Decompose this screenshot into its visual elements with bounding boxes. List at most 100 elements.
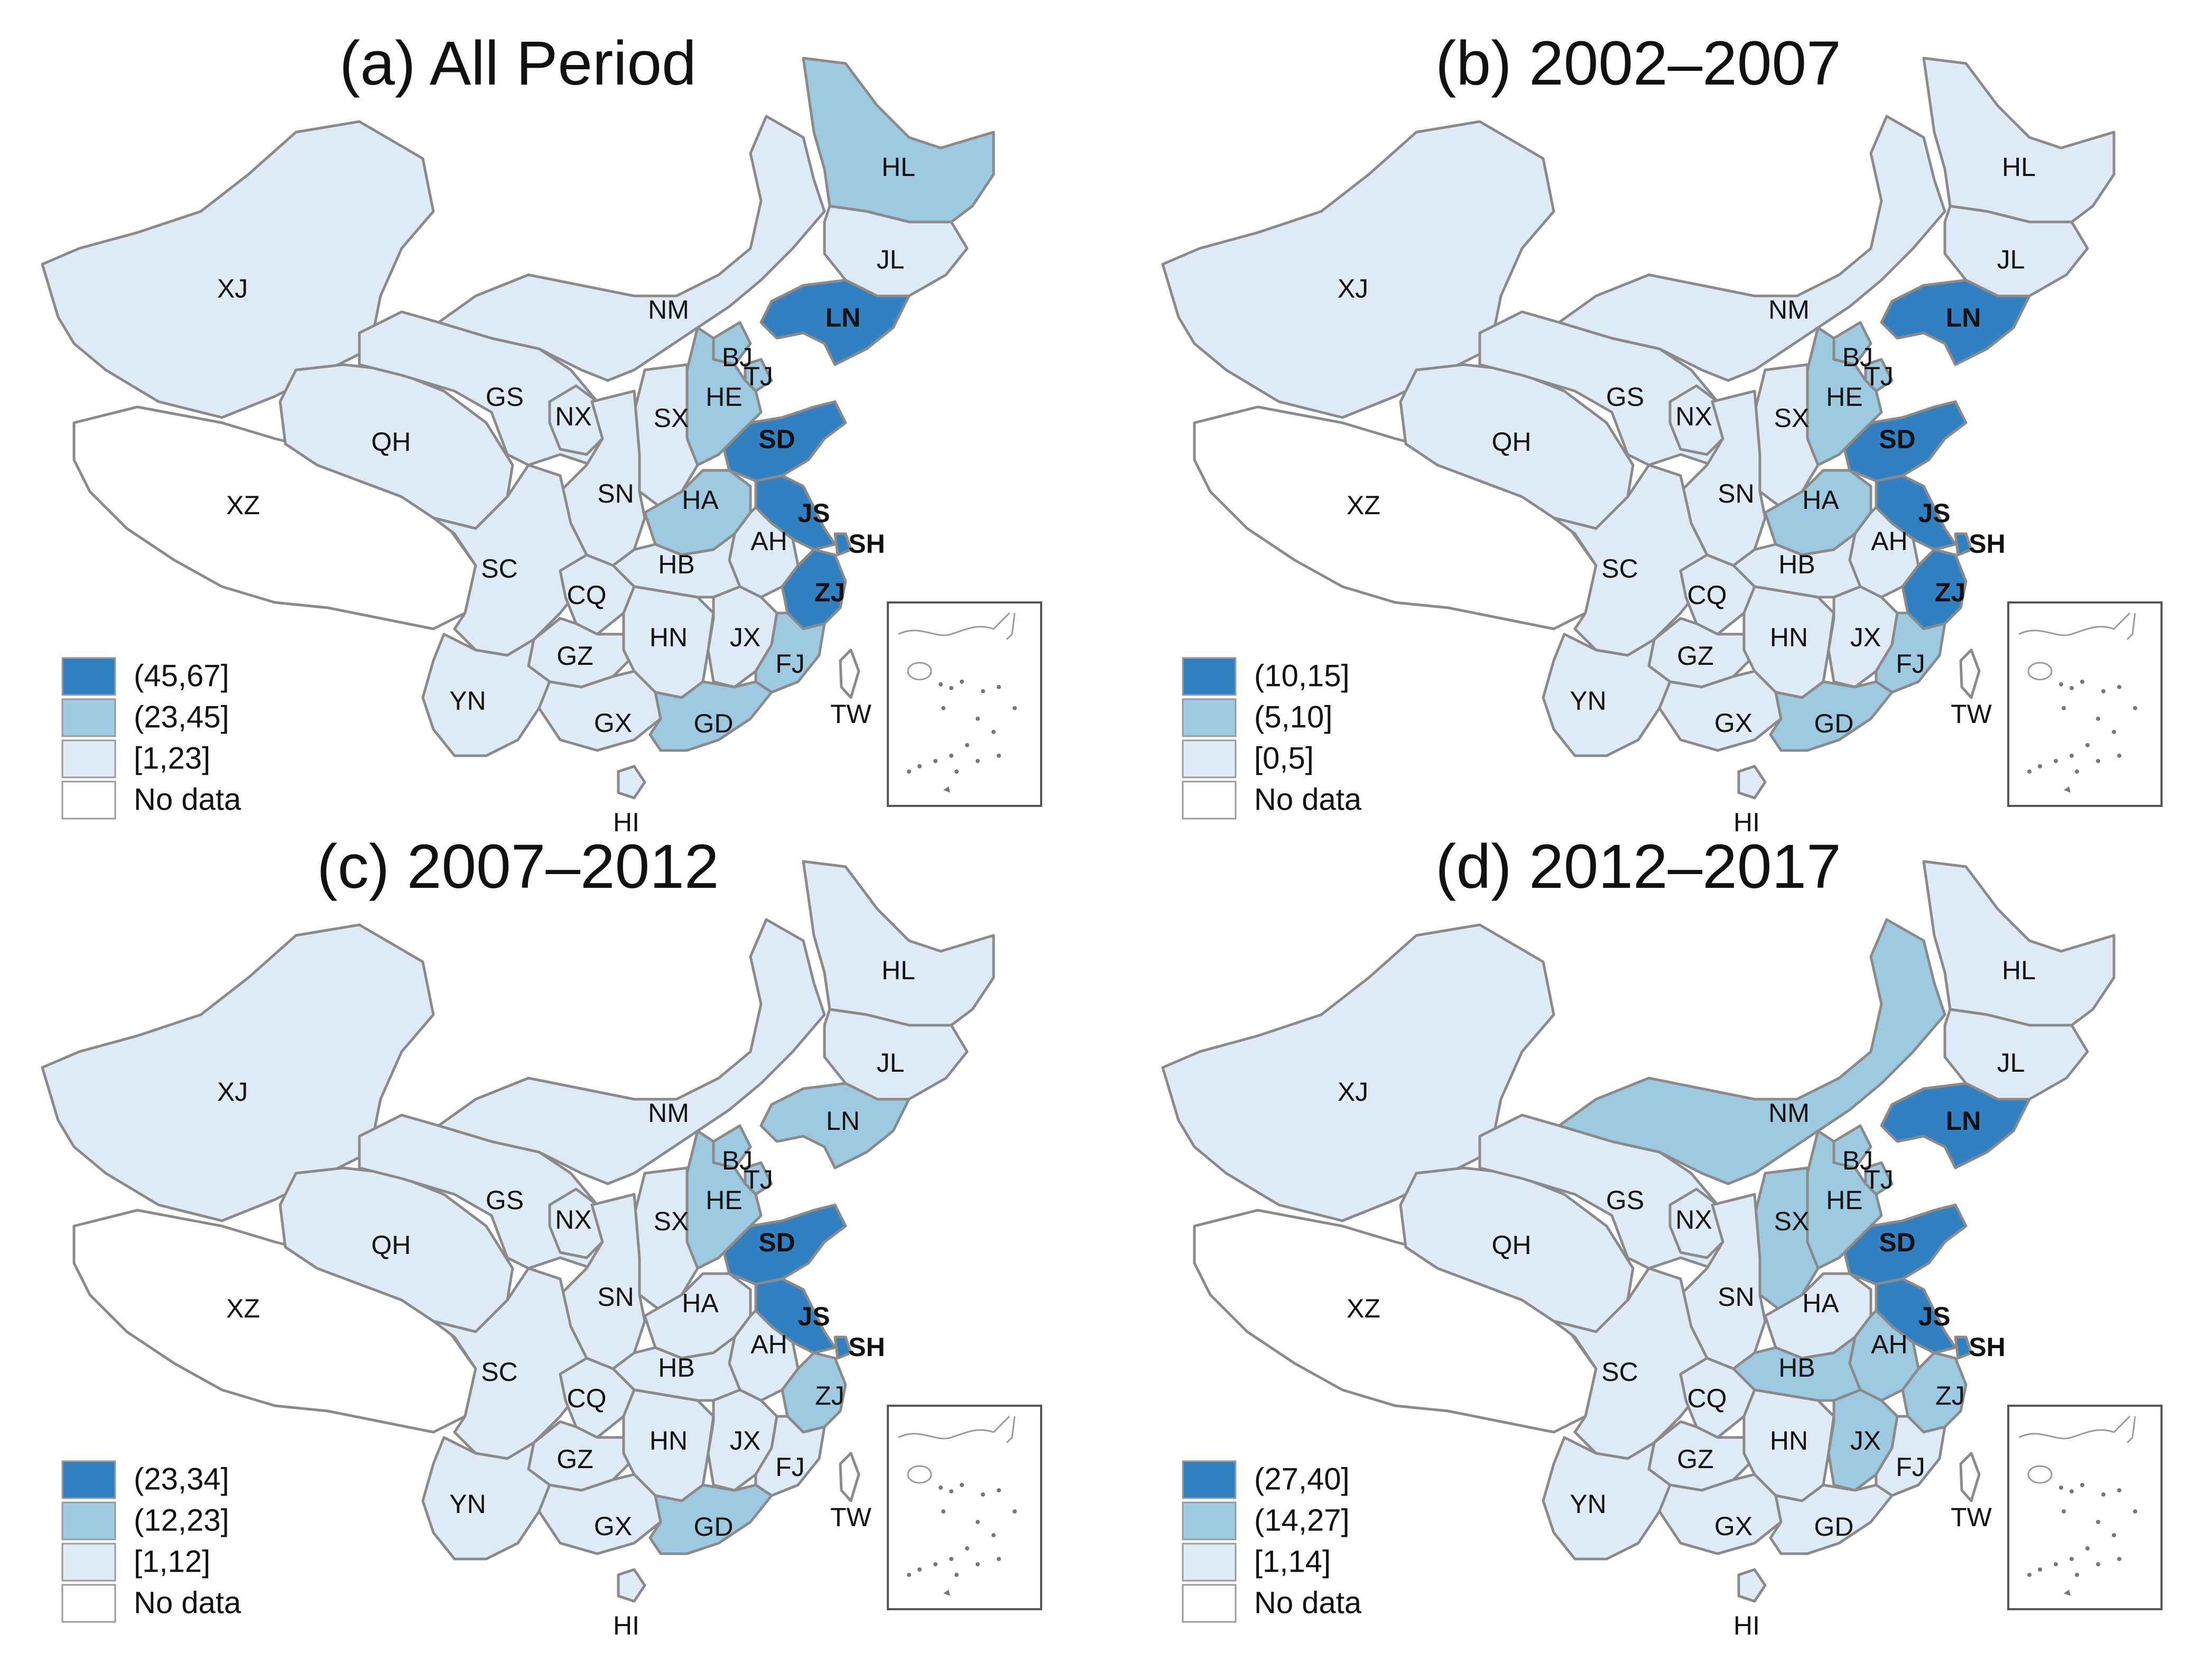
province-hn xyxy=(622,585,715,699)
province-label-tj: TJ xyxy=(744,361,773,391)
province-sd xyxy=(1843,1203,1968,1286)
province-sc xyxy=(432,463,588,657)
province-label-sd: SD xyxy=(1879,1228,1915,1257)
province-jl xyxy=(823,205,969,298)
legend-swatch-low xyxy=(61,1543,116,1582)
province-label-ah: AH xyxy=(1871,1330,1907,1359)
province-layer xyxy=(1161,860,2116,1603)
province-sd xyxy=(722,1203,847,1286)
province-hi xyxy=(1737,765,1767,800)
province-label-jl: JL xyxy=(1997,245,2025,274)
province-hi xyxy=(617,1568,646,1603)
province-label-tw: TW xyxy=(1951,1502,1992,1532)
province-label-gd: GD xyxy=(1814,709,1854,738)
province-tw xyxy=(839,648,860,699)
province-fj xyxy=(754,1415,826,1497)
province-label-yn: YN xyxy=(1570,1489,1606,1519)
province-label-zj: ZJ xyxy=(1935,1381,1965,1410)
province-label-sx: SX xyxy=(654,403,689,433)
province-sc xyxy=(432,1267,588,1460)
province-label-hb: HB xyxy=(658,1353,694,1382)
province-label-gz: GZ xyxy=(556,1444,593,1474)
province-label-hi: HI xyxy=(1733,1611,1760,1640)
province-label-gx: GX xyxy=(594,708,632,738)
province-tw xyxy=(839,1452,860,1502)
province-tj xyxy=(744,1161,773,1196)
province-label-sh: SH xyxy=(1969,1332,2005,1362)
province-xz xyxy=(72,1209,477,1434)
province-label-nx: NX xyxy=(1675,402,1712,431)
province-nx xyxy=(1668,1187,1724,1259)
province-nm xyxy=(437,918,826,1185)
province-hi xyxy=(1737,1568,1767,1603)
province-label-xj: XJ xyxy=(217,274,248,303)
province-label-ha: HA xyxy=(682,1288,719,1318)
province-tj xyxy=(744,358,773,393)
legend-swatch-low xyxy=(61,739,116,778)
province-label-sn: SN xyxy=(1718,1282,1754,1312)
province-label-hi: HI xyxy=(613,1611,639,1640)
province-sh xyxy=(1954,1335,1973,1360)
province-label-xj: XJ xyxy=(1338,274,1368,303)
province-tw xyxy=(1959,1452,1981,1502)
province-label-xj: XJ xyxy=(217,1077,248,1107)
province-label-ha: HA xyxy=(682,485,719,515)
province-label-gs: GS xyxy=(486,382,524,412)
province-label-he: HE xyxy=(1826,1185,1862,1215)
province-label-sx: SX xyxy=(1774,1206,1810,1236)
legend-swatch-mid xyxy=(1182,698,1237,737)
province-label-xz: XZ xyxy=(1347,490,1380,520)
province-label-zj: ZJ xyxy=(1935,578,1965,607)
province-label-js: JS xyxy=(797,1302,830,1331)
map-legend: (27,40] (14,27] [1,14] No data xyxy=(1182,1460,1362,1623)
map-legend: (10,15] (5,10] [0,5] No data xyxy=(1182,657,1362,820)
province-label-nm: NM xyxy=(1768,1098,1810,1128)
province-label-gx: GX xyxy=(1714,1511,1752,1541)
legend-swatch-high xyxy=(1182,657,1237,696)
province-label-sc: SC xyxy=(481,1357,517,1387)
province-label-ln: LN xyxy=(825,303,861,332)
province-label-sn: SN xyxy=(597,479,634,508)
province-ln xyxy=(1880,279,2031,366)
province-label-tj: TJ xyxy=(1864,361,1894,391)
province-label-gs: GS xyxy=(1606,382,1644,412)
province-label-sh: SH xyxy=(848,1332,885,1362)
province-hl xyxy=(802,57,995,224)
province-xj xyxy=(1161,923,1555,1222)
legend-swatch-mid xyxy=(61,1501,116,1540)
province-sd xyxy=(1843,400,1968,482)
province-hn xyxy=(1742,585,1835,699)
province-label-gs: GS xyxy=(486,1185,524,1215)
province-label-he: HE xyxy=(706,1185,742,1215)
province-fj xyxy=(754,611,826,694)
legend-label: No data xyxy=(134,1585,242,1620)
province-gd xyxy=(648,1483,773,1555)
legend-label: [1,23] xyxy=(134,741,210,775)
province-label-sn: SN xyxy=(597,1282,634,1312)
province-label-hl: HL xyxy=(882,152,915,182)
province-hl xyxy=(1922,860,2116,1027)
province-label-ha: HA xyxy=(1802,1288,1839,1318)
province-label-hb: HB xyxy=(658,550,694,579)
province-layer xyxy=(1161,57,2116,800)
province-sd xyxy=(722,400,847,482)
province-hl xyxy=(802,860,995,1027)
province-label-jx: JX xyxy=(730,623,760,652)
province-gd xyxy=(1769,1483,1894,1555)
province-label-sc: SC xyxy=(481,554,517,583)
province-label-fj: FJ xyxy=(1896,649,1925,679)
province-label-gx: GX xyxy=(594,1511,632,1541)
province-label-sx: SX xyxy=(654,1206,689,1236)
province-tj xyxy=(1864,1161,1894,1196)
province-label-hb: HB xyxy=(1778,550,1815,579)
province-label-tj: TJ xyxy=(744,1165,773,1194)
province-ln xyxy=(1880,1082,2031,1169)
legend-swatch-high xyxy=(61,657,116,696)
province-xz xyxy=(1193,405,1598,630)
province-label-qh: QH xyxy=(1492,427,1532,457)
legend-swatch-no-data xyxy=(61,1584,116,1623)
province-label-jl: JL xyxy=(877,245,905,274)
